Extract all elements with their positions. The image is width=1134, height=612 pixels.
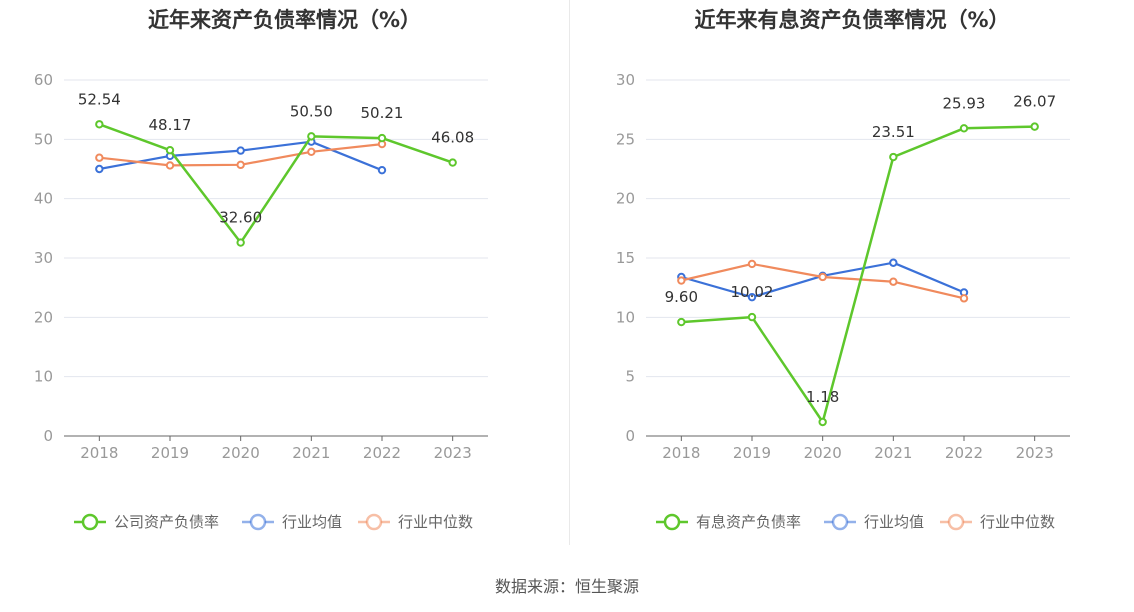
legend-marker [365,513,383,531]
chart-left: 0 10 20 30 40 50 60 2018 2019 2020 2021 2022 2023 52.… [34,71,488,531]
legend-item-avg: 行业均值 [824,513,924,531]
legend-marker [81,513,99,531]
y-tick-label: 20 [34,308,53,326]
legend-label: 行业中位数 [398,513,473,531]
data-point [448,158,457,167]
x-tick-label: 2020 [804,444,842,462]
y-tick-label: 60 [34,71,53,89]
y-tick-label: 15 [616,249,635,267]
series-line-company [98,123,454,244]
chart-title-right: 近年来有息资产负债率情况（%） [694,8,1010,32]
legend-item-company: 有息资产负债率 [656,513,801,531]
x-tick-label: 2021 [292,444,330,462]
x-tick-label: 2019 [733,444,771,462]
data-label: 52.54 [78,90,121,108]
data-point [889,152,898,162]
data-source-note: 数据来源：恒生聚源 [494,577,639,596]
x-tick-label: 2022 [363,444,401,462]
data-point [307,147,316,156]
series-median [95,139,387,170]
legend-marker [947,513,965,531]
chart-panel-right: 近年来有息资产负债率情况（%） [570,0,1134,612]
data-point [889,258,898,267]
data-point [747,312,757,322]
legend-label: 有息资产负债率 [696,513,801,531]
chart-title-left: 近年来资产负债率情况（%） [147,8,422,32]
y-tick-label: 50 [34,130,53,148]
legend-item-median: 行业中位数 [358,513,473,531]
legend-item-company: 公司资产负债率 [74,513,219,531]
data-point [677,317,686,327]
data-label: 25.93 [943,94,986,112]
x-tick-label: 2022 [945,444,983,462]
data-point [236,160,245,170]
x-tick-label: 2020 [222,444,260,462]
data-label: 10.02 [731,283,774,301]
series-median [677,259,969,303]
x-tick-label: 2018 [80,444,118,462]
legend-label: 公司资产负债率 [114,513,219,531]
x-tick-label: 2023 [1016,444,1054,462]
data-point [165,145,175,155]
y-tick-label: 5 [625,368,635,386]
data-point [959,294,969,303]
data-label: 32.60 [219,209,262,227]
data-label: 9.60 [665,288,698,306]
data-point [377,133,387,143]
chart-right: 0 5 10 15 20 25 30 2018 2019 2020 2021 2022 2023 9.60… [616,71,1070,531]
data-point [95,120,104,129]
legend-item-median: 行业中位数 [940,513,1055,531]
data-label: 23.51 [872,123,915,141]
data-label: 1.18 [806,388,839,406]
data-point [889,277,898,286]
y-tick-label: 30 [616,71,635,89]
legend-marker [663,513,681,531]
legend-label: 行业均值 [282,513,342,531]
legend-marker [831,513,849,531]
legend-label: 行业中位数 [980,513,1055,531]
y-tick-label: 40 [34,190,53,208]
data-label: 50.21 [361,104,404,122]
data-point [236,238,245,247]
y-tick-label: 25 [616,130,635,148]
chart-panel-left: 近年来资产负债率情况（%） [147,8,422,32]
y-tick-label: 30 [34,249,53,267]
data-point [1030,122,1039,131]
series-line-company [681,125,1035,424]
legend-marker [249,513,267,531]
panel-divider [569,0,570,545]
data-point [677,276,686,285]
legend-label: 行业均值 [864,513,924,531]
x-tick-label: 2021 [874,444,912,462]
y-tick-label: 10 [34,368,53,386]
x-tick-label: 2023 [434,444,472,462]
data-point [959,124,969,133]
data-point [307,132,316,141]
data-point [165,161,175,170]
data-point [95,164,104,174]
data-point [236,146,245,155]
y-tick-label: 0 [43,427,53,445]
x-tick-label: 2019 [151,444,189,462]
data-point [747,259,757,269]
data-point [377,165,387,175]
data-point [747,292,757,302]
series-company [95,120,457,247]
data-point [95,153,104,162]
x-tick-label: 2018 [662,444,700,462]
data-point [818,417,827,427]
y-tick-label: 20 [616,190,635,208]
series-company [677,122,1039,427]
data-label: 48.17 [149,116,192,134]
data-label: 26.07 [1013,93,1056,111]
data-point [818,272,827,282]
data-label: 50.50 [290,102,333,120]
data-label: 46.08 [431,129,474,147]
y-tick-label: 10 [616,308,635,326]
legend-item-avg: 行业均值 [242,513,342,531]
y-tick-label: 0 [625,427,635,445]
